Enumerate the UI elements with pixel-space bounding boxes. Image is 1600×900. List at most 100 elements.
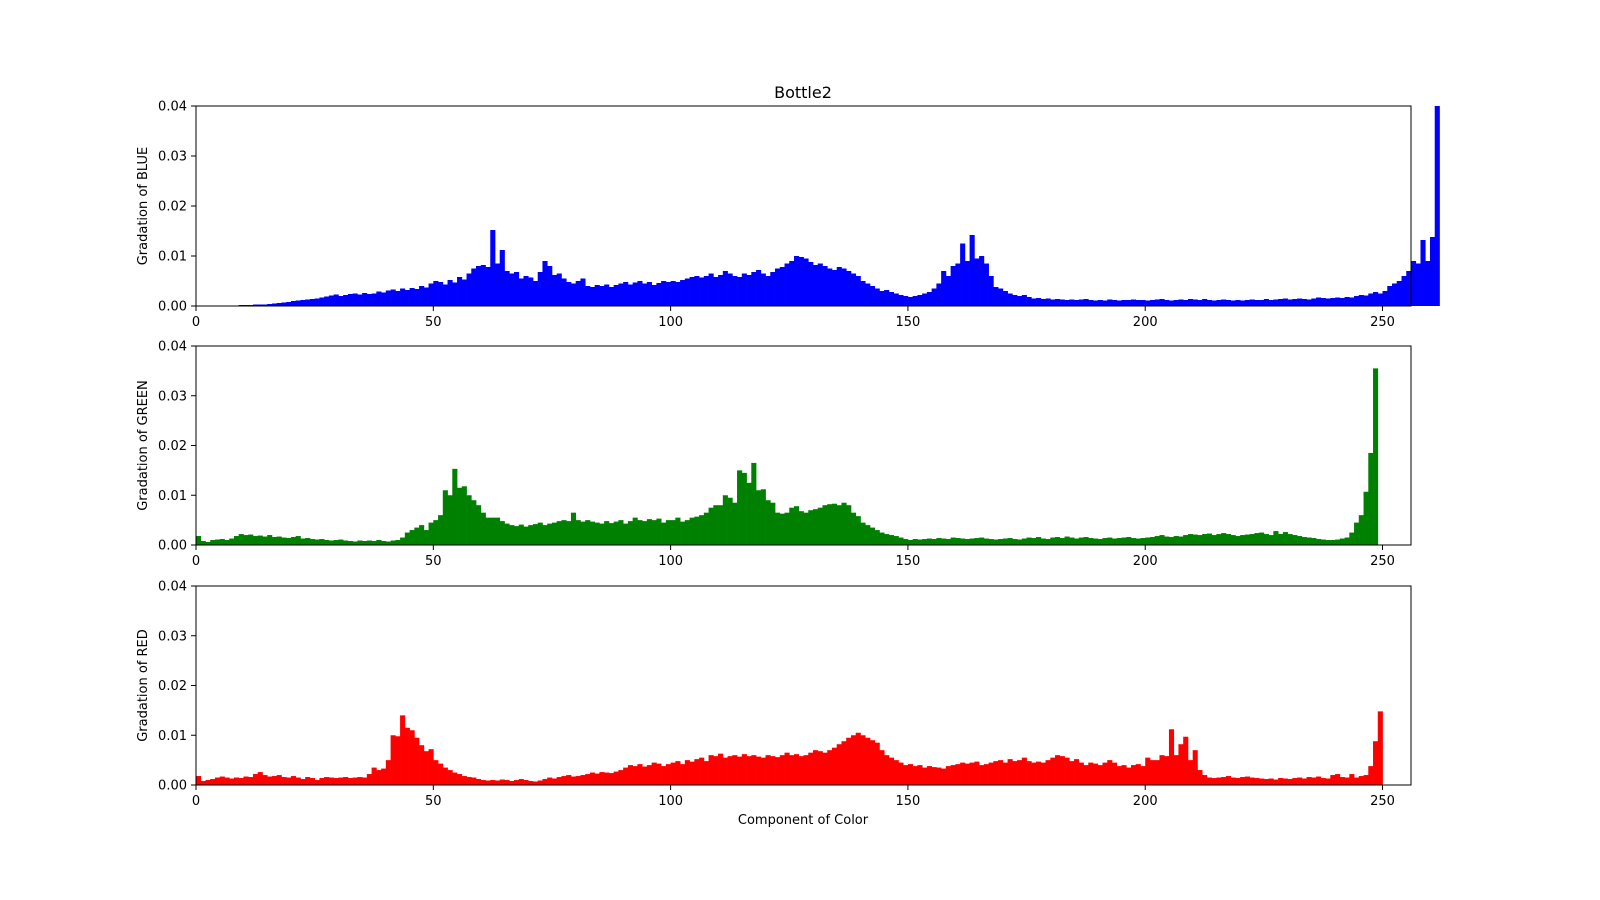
green-x-tick-label: 200 [1133,554,1158,569]
green-bar [561,520,567,546]
blue-bar [1221,299,1227,306]
blue-bar [1140,300,1146,306]
green-bar [376,540,382,545]
red-bar [1183,736,1189,785]
red-bar [926,766,932,785]
green-bar [1325,540,1331,545]
green-bar [798,511,804,545]
red-bar [504,780,510,785]
green-x-tick-label: 250 [1370,554,1395,569]
red-bar [547,777,553,785]
blue-bar [798,257,804,306]
blue-bar [1429,237,1436,306]
blue-bar [1050,299,1056,306]
green-bar [917,539,923,545]
green-bar [238,534,244,545]
red-bar [1140,766,1146,785]
red-bar [689,761,695,785]
green-bar [276,536,282,545]
green-bar [1282,532,1288,545]
red-bar [903,765,909,785]
green-bar [490,517,496,545]
green-bar [447,495,453,545]
red-bar [865,737,871,785]
red-bar [585,774,591,785]
green-bar [1116,538,1122,545]
red-bar [1036,761,1042,785]
blue-bar [1415,263,1421,306]
blue-bar [1007,293,1013,306]
blue-bar [395,291,401,306]
red-bar [1021,757,1027,785]
red-bar [850,735,857,785]
red-bar [936,767,942,785]
blue-bar [1358,295,1364,306]
blue-bar [295,300,301,306]
blue-bar [1021,295,1027,306]
blue-bar [988,276,994,306]
red-x-tick-label: 50 [425,794,442,809]
red-bar [1254,778,1260,785]
green-bar [271,537,278,545]
red-bar [632,766,638,785]
green-bar [608,523,615,545]
red-bar [1216,777,1222,785]
green-bar [381,541,387,545]
blue-bar [1002,291,1008,306]
green-bar [457,487,463,545]
blue-bar [637,281,643,306]
green-bar [290,537,297,545]
green-bar [1012,539,1018,545]
blue-bar [737,277,743,306]
blue-bar [860,281,866,306]
blue-bar [917,295,923,306]
green-bar [1254,533,1260,545]
green-bar [893,536,899,545]
blue-bar [1297,298,1303,306]
green-bar [746,482,752,545]
red-bar [941,768,947,785]
red-bar [884,755,890,785]
green-bar [651,520,657,546]
blue-bar [1135,300,1141,306]
red-bar [1130,765,1137,785]
red-bar [423,751,429,785]
blue-bar [1225,300,1231,306]
green-bar [1045,539,1051,545]
green-bar [1259,532,1265,545]
red-y-tick-label: 0.02 [158,679,187,694]
blue-bar [290,301,297,306]
red-bar [495,780,501,785]
red-bar [713,756,719,785]
red-bar [1107,760,1113,786]
green-x-tick-label: 50 [425,554,442,569]
red-bar [912,766,918,785]
x-axis-label: Component of Color [738,813,869,828]
red-bar [290,776,297,785]
blue-bar [1273,299,1279,306]
red-bars [196,711,1383,786]
red-bar [485,780,491,785]
blue-bar [1064,300,1070,306]
red-bar [760,757,766,785]
green-bar [661,522,667,545]
blue-bar [789,261,795,306]
blue-bar [665,282,671,306]
blue-bar [404,290,410,306]
green-bar [1036,537,1042,545]
blue-bar [1183,300,1189,306]
blue-bar [1382,291,1388,306]
red-bar [979,765,985,785]
green-bar [1320,539,1326,545]
red-bar [1164,756,1170,785]
green-bar [670,520,676,546]
blue-bar [589,287,596,306]
green-bar [594,522,600,545]
red-bar [490,780,496,785]
green-bar [983,538,989,545]
red-histogram-panel: 0 50 100 150 200 250 0.00 0.01 0.02 0.03 0.04 Grada… [136,580,1412,809]
red-bar [1363,775,1369,785]
red-bar [1002,762,1008,785]
blue-bar [1249,299,1255,306]
blue-bar [756,270,762,306]
